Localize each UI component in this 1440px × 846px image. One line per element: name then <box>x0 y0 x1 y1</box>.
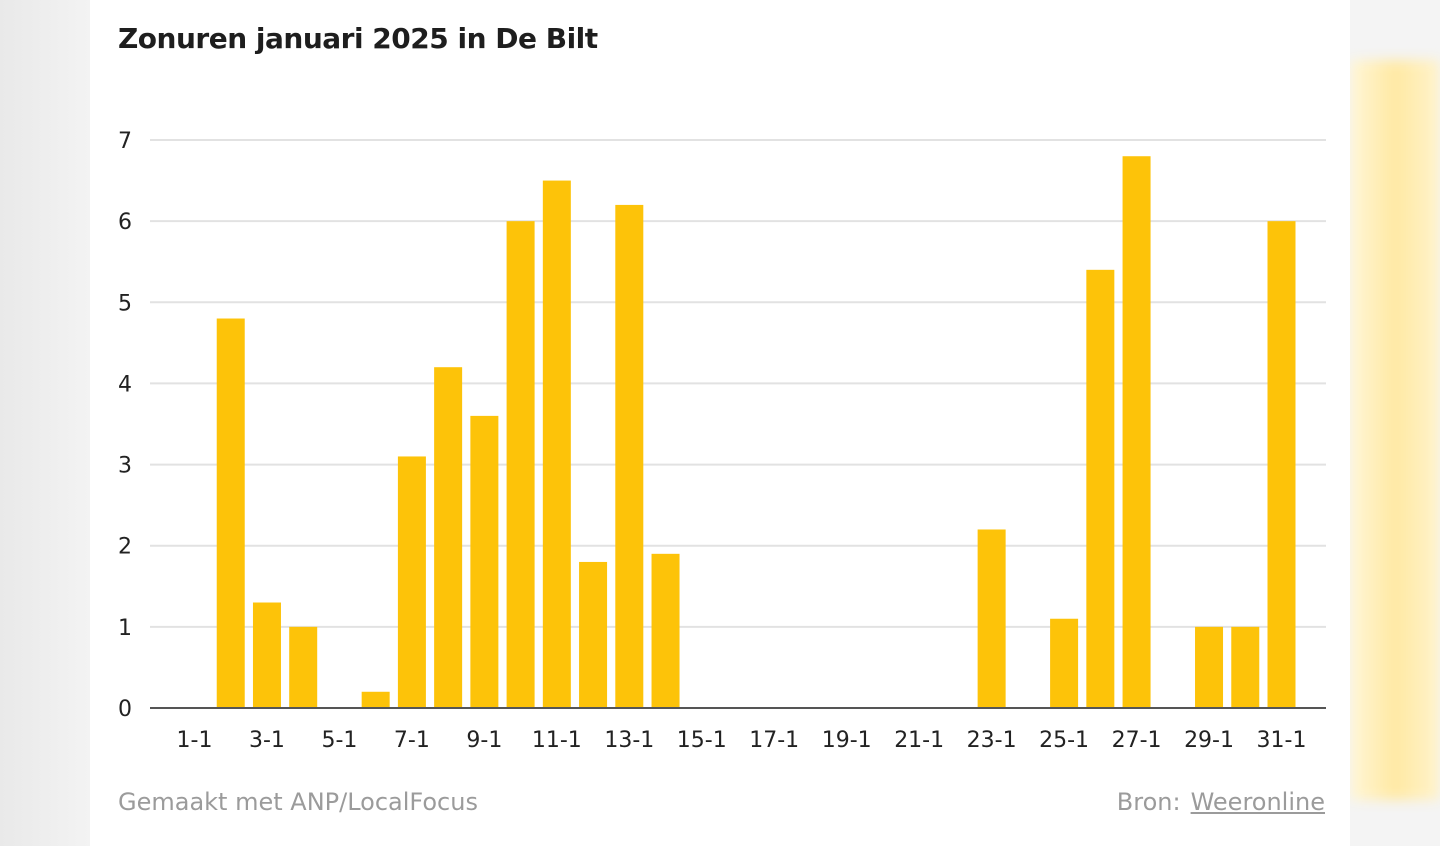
source-link[interactable]: Weeronline <box>1190 788 1325 816</box>
bar <box>977 529 1006 708</box>
bar <box>1122 156 1151 708</box>
bar <box>651 553 680 708</box>
x-tick-label: 15-1 <box>677 728 727 753</box>
x-tick-label: 25-1 <box>1039 728 1089 753</box>
y-tick-label: 1 <box>118 616 132 641</box>
background-left <box>0 0 90 846</box>
x-tick-label: 13-1 <box>604 728 654 753</box>
y-axis-ticks: 0 1 2 3 4 5 6 7 <box>118 129 132 722</box>
bar <box>252 602 281 708</box>
x-tick-label: 5-1 <box>321 728 357 753</box>
bar <box>434 367 463 708</box>
x-tick-label: 11-1 <box>532 728 582 753</box>
x-axis-ticks: 1-1 3-1 5-1 7-1 9-1 11-1 13-1 15-1 17-1 19-1 21-1 2… <box>177 728 1307 753</box>
made-with-credit: Gemaakt met ANP/LocalFocus <box>118 788 478 816</box>
chart-card: Zonuren januari 2025 in De Bilt 0 1 2 3 4 5 6 7… <box>90 0 1350 846</box>
bar <box>1050 618 1079 708</box>
x-tick-label: 23-1 <box>967 728 1017 753</box>
x-tick-label: 3-1 <box>249 728 285 753</box>
bar <box>470 415 499 708</box>
bar <box>216 318 245 708</box>
bar <box>397 456 426 708</box>
y-tick-label: 7 <box>118 129 132 154</box>
x-tick-label: 1-1 <box>177 728 213 753</box>
bar <box>1195 626 1224 708</box>
x-tick-label: 31-1 <box>1257 728 1307 753</box>
source-credit: Bron: Weeronline <box>1117 788 1325 816</box>
bar-chart: 0 1 2 3 4 5 6 7 1-1 3-1 5-1 7-1 9-1 11-1 13-1 15-1 17-1… <box>118 129 1326 753</box>
bar <box>579 561 608 708</box>
chart-title: Zonuren januari 2025 in De Bilt <box>118 22 598 55</box>
bar <box>1231 626 1260 708</box>
y-tick-label: 4 <box>118 372 132 397</box>
bars <box>216 156 1296 709</box>
y-tick-label: 2 <box>118 535 132 560</box>
y-tick-label: 3 <box>118 454 132 479</box>
x-tick-label: 7-1 <box>394 728 430 753</box>
bar <box>1267 221 1296 708</box>
x-tick-label: 21-1 <box>894 728 944 753</box>
y-tick-label: 0 <box>118 697 132 722</box>
x-tick-label: 19-1 <box>822 728 872 753</box>
y-tick-label: 5 <box>118 291 132 316</box>
x-tick-label: 17-1 <box>749 728 799 753</box>
x-tick-label: 29-1 <box>1184 728 1234 753</box>
source-label: Bron: <box>1116 788 1181 816</box>
bar <box>1086 269 1115 708</box>
bar <box>289 626 318 708</box>
bar <box>615 204 644 708</box>
bar <box>506 221 535 708</box>
y-tick-label: 6 <box>118 210 132 235</box>
bar <box>361 691 390 708</box>
x-tick-label: 9-1 <box>466 728 502 753</box>
bar <box>542 180 571 709</box>
background-right <box>1350 60 1440 800</box>
x-tick-label: 27-1 <box>1112 728 1162 753</box>
